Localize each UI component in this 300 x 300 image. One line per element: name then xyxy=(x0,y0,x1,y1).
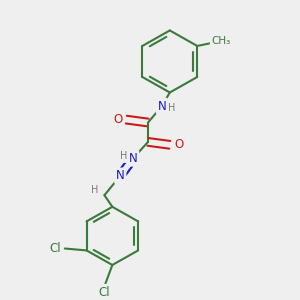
Text: N: N xyxy=(158,100,166,112)
Text: O: O xyxy=(114,113,123,126)
Text: H: H xyxy=(120,152,127,161)
Text: Cl: Cl xyxy=(49,242,61,255)
Text: N: N xyxy=(129,152,137,165)
Text: O: O xyxy=(174,138,183,151)
Text: H: H xyxy=(168,103,176,113)
Text: CH₃: CH₃ xyxy=(212,36,231,46)
Text: H: H xyxy=(91,185,98,195)
Text: Cl: Cl xyxy=(99,286,110,298)
Text: N: N xyxy=(116,169,125,182)
